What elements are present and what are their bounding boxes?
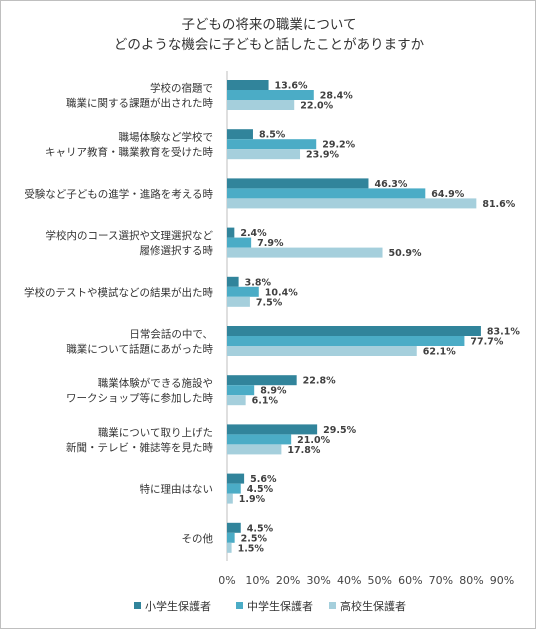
category-label: 職業に関する課題が出された時	[66, 97, 213, 110]
bar	[227, 237, 252, 248]
bar	[227, 346, 417, 356]
x-tick-label: 20%	[276, 574, 300, 587]
data-label: 7.9%	[257, 238, 284, 249]
bar	[227, 385, 255, 396]
x-tick-label: 70%	[429, 574, 453, 587]
data-label: 8.9%	[260, 386, 287, 397]
bar	[227, 149, 301, 160]
bar	[227, 247, 383, 258]
category-label: 職場体験など学校で	[119, 131, 214, 144]
category-label: 学校内のコース選択や文理選択など	[46, 229, 214, 242]
data-label: 3.8%	[245, 277, 272, 288]
data-label: 81.6%	[482, 199, 515, 210]
category-label: 職業について話題にあがった時	[66, 343, 213, 356]
data-label: 7.5%	[256, 297, 283, 308]
legend-swatch	[134, 602, 141, 609]
category-label: 学校の宿題で	[150, 82, 213, 95]
bar	[227, 483, 241, 494]
legend-entry: 小学生保護者	[145, 599, 211, 613]
bar	[227, 395, 246, 406]
legend-entry: 中学生保護者	[247, 599, 313, 613]
bar	[227, 434, 292, 445]
bar	[227, 90, 314, 100]
data-label: 77.7%	[470, 337, 503, 348]
data-label: 8.5%	[259, 130, 286, 141]
bar	[227, 227, 235, 238]
x-tick-label: 50%	[368, 574, 392, 587]
data-label: 1.9%	[239, 494, 266, 505]
category-label: 受験など子どもの進学・進路を考える時	[24, 187, 213, 200]
legend-swatch	[236, 602, 243, 609]
data-label: 4.5%	[247, 523, 274, 534]
x-tick-label: 30%	[306, 574, 330, 587]
category-label: 特に理由はない	[140, 483, 214, 496]
data-label: 83.1%	[487, 327, 520, 338]
bar	[227, 188, 426, 199]
bar	[227, 542, 232, 553]
data-label: 13.6%	[275, 81, 308, 92]
bar	[227, 424, 318, 435]
data-label: 5.6%	[250, 474, 277, 485]
data-label: 29.2%	[322, 140, 355, 151]
legend-swatch	[329, 602, 336, 609]
category-label: ワークショップ等に参加した時	[66, 392, 213, 405]
category-label: 履修選択する時	[140, 244, 214, 257]
bar	[227, 375, 297, 386]
bar	[227, 493, 233, 504]
data-label: 2.5%	[241, 533, 268, 544]
x-tick-label: 60%	[398, 574, 422, 587]
data-label: 2.4%	[240, 228, 267, 239]
bar	[227, 286, 259, 297]
data-label: 6.1%	[252, 396, 279, 407]
bar	[227, 198, 477, 209]
data-label: 10.4%	[265, 287, 298, 298]
data-label: 29.5%	[323, 425, 356, 436]
bar	[227, 276, 239, 287]
category-label: 職業体験ができる施設や	[98, 377, 213, 390]
data-label: 46.3%	[374, 179, 407, 190]
bar	[227, 139, 317, 150]
bar	[227, 100, 295, 110]
chart-title-line-2: どのような機会に子どもと話したことがありますか	[113, 37, 425, 53]
category-label: 職業について取り上げた	[98, 426, 213, 439]
data-label: 4.5%	[247, 484, 274, 495]
category-label: 学校のテストや模試などの結果が出た時	[24, 286, 213, 299]
bar	[227, 336, 465, 346]
x-tick-label: 10%	[245, 574, 269, 587]
x-tick-label: 0%	[218, 574, 235, 587]
category-label: 日常会話の中で、	[129, 328, 213, 341]
x-tick-label: 40%	[337, 574, 361, 587]
bar	[227, 178, 369, 189]
bar	[227, 532, 235, 543]
data-label: 23.9%	[306, 150, 339, 161]
data-label: 64.9%	[431, 189, 464, 200]
data-label: 50.9%	[389, 248, 422, 259]
chart-title-line-1: 子どもの将来の職業について	[181, 17, 357, 33]
data-label: 62.1%	[423, 347, 456, 358]
category-label: キャリア教育・職業教育を受けた時	[45, 146, 213, 159]
data-label: 22.0%	[300, 101, 333, 112]
category-label: 新聞・テレビ・雑誌等を見た時	[66, 441, 213, 454]
data-label: 28.4%	[320, 91, 353, 102]
x-tick-label: 90%	[490, 574, 514, 587]
category-label: その他	[182, 532, 214, 545]
bar	[227, 444, 282, 455]
bar	[227, 473, 245, 484]
bar	[227, 80, 269, 90]
bar	[227, 522, 241, 533]
x-tick-label: 80%	[459, 574, 483, 587]
data-label: 22.8%	[303, 376, 336, 387]
legend-entry: 高校生保護者	[340, 599, 406, 613]
bar	[227, 129, 253, 140]
bar	[227, 326, 481, 336]
bar	[227, 296, 250, 307]
data-label: 17.8%	[287, 445, 320, 456]
data-label: 21.0%	[297, 435, 330, 446]
data-label: 1.5%	[238, 543, 265, 554]
